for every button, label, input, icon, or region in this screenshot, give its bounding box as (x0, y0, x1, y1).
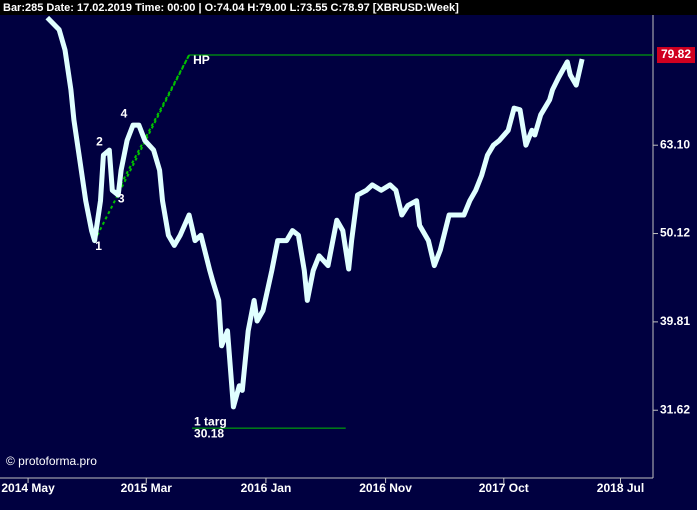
y-tick-label: 63.10 (660, 137, 690, 151)
watermark: © protoforma.pro (6, 454, 97, 468)
wave-label: 3 (118, 191, 125, 205)
header-bar (0, 0, 697, 15)
price-box (657, 47, 695, 64)
x-tick-label: 2016 Jan (241, 481, 292, 495)
level-label: 1 targ (194, 414, 227, 428)
y-tick-label: 31.62 (660, 402, 690, 416)
y-tick-label: 50.12 (660, 226, 690, 240)
trend-line (93, 54, 190, 242)
x-tick-label: 2015 Mar (121, 481, 173, 495)
x-tick-label: 2018 Jul (597, 481, 644, 495)
x-tick-label: 2014 May (1, 481, 55, 495)
level-label: HP (193, 53, 210, 67)
x-tick-label: 2017 Oct (479, 481, 529, 495)
level-value: 30.18 (194, 426, 224, 440)
trend-line (114, 54, 190, 196)
price-box-label: 79.82 (661, 47, 691, 61)
x-tick-label: 2016 Nov (359, 481, 412, 495)
y-tick-label: 39.81 (660, 314, 690, 328)
header-info: Bar:285 Date: 17.02.2019 Time: 00:00 | O… (3, 2, 459, 14)
wave-label: 4 (121, 106, 128, 120)
wave-label: 2 (96, 134, 103, 148)
price-line (45, 15, 585, 410)
wave-label: 1 (95, 239, 102, 253)
